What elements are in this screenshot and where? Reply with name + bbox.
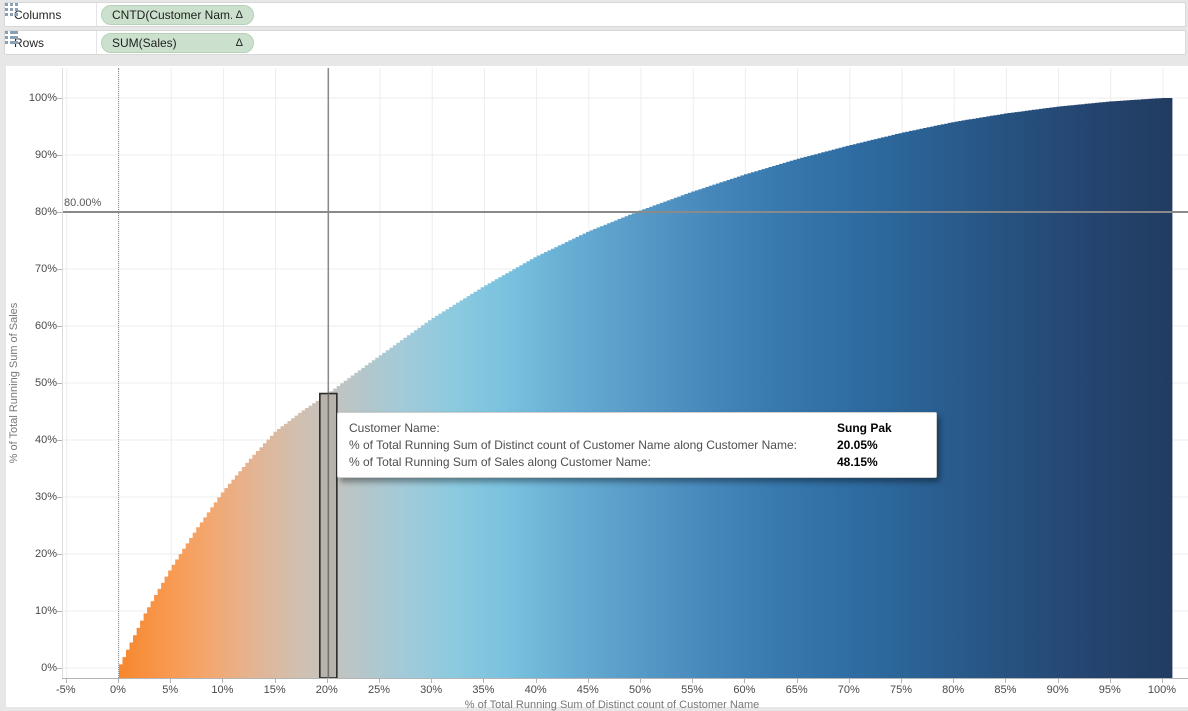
zero-dotted-line [118, 68, 119, 678]
x-axis-line [62, 678, 1188, 679]
y-tick-label: 90% [18, 149, 57, 161]
x-tick-label: 100% [1140, 684, 1184, 696]
pill-sum-sales[interactable]: SUM(Sales) Δ [101, 33, 254, 53]
y-tick-label: 10% [18, 605, 57, 617]
tooltip-label: % of Total Running Sum of Sales along Cu… [349, 454, 837, 471]
y-tick-label: 40% [18, 434, 57, 446]
tooltip-row: Customer Name:Sung Pak [349, 420, 928, 437]
x-tick-label: 95% [1088, 684, 1132, 696]
x-tick-label: 15% [253, 684, 297, 696]
x-tick-label: 70% [827, 684, 871, 696]
x-tick-label: 5% [148, 684, 192, 696]
reference-line-label[interactable]: 80.00% [64, 197, 101, 209]
columns-grid-icon [5, 3, 18, 16]
rows-shelf-label: Rows [5, 31, 97, 54]
y-tick-label: 80% [18, 206, 57, 218]
tooltip-label: Customer Name: [349, 420, 837, 437]
y-tick-label: 20% [18, 548, 57, 560]
x-tick-label: 20% [305, 684, 349, 696]
tooltip-row: % of Total Running Sum of Distinct count… [349, 437, 928, 454]
tooltip-value: 20.05% [837, 437, 928, 454]
y-tick-label: 100% [18, 92, 57, 104]
delta-icon: Δ [236, 9, 243, 21]
x-tick-label: 30% [409, 684, 453, 696]
pill-sum-sales-text: SUM(Sales) [112, 36, 232, 50]
pareto-area[interactable] [119, 98, 1172, 678]
columns-shelf[interactable]: Columns CNTD(Customer Nam.. Δ [4, 2, 1186, 27]
x-tick-label: 75% [879, 684, 923, 696]
pill-cntd-customer-name[interactable]: CNTD(Customer Nam.. Δ [101, 5, 254, 25]
tooltip-label: % of Total Running Sum of Distinct count… [349, 437, 837, 454]
y-tick-label: 50% [18, 377, 57, 389]
y-tick-label: 30% [18, 491, 57, 503]
tooltip: Customer Name:Sung Pak% of Total Running… [337, 412, 937, 478]
x-tick-label: 10% [200, 684, 244, 696]
x-tick-label: 60% [722, 684, 766, 696]
delta-icon: Δ [236, 37, 243, 49]
x-tick-label: 90% [1036, 684, 1080, 696]
x-tick-label: 0% [96, 684, 140, 696]
x-axis-title: % of Total Running Sum of Distinct count… [465, 699, 760, 711]
x-tick-label: 40% [514, 684, 558, 696]
tooltip-row: % of Total Running Sum of Sales along Cu… [349, 454, 928, 471]
x-tick-label: -5% [44, 684, 88, 696]
x-tick-label: 55% [670, 684, 714, 696]
y-tick-label: 60% [18, 320, 57, 332]
rows-list-icon [5, 31, 18, 44]
pill-cntd-customer-name-text: CNTD(Customer Nam.. [112, 8, 232, 22]
x-tick-label: 50% [618, 684, 662, 696]
rows-shelf-text: Rows [14, 36, 44, 50]
rows-shelf[interactable]: Rows SUM(Sales) Δ [4, 30, 1186, 55]
x-tick-label: 85% [983, 684, 1027, 696]
tooltip-value: 48.15% [837, 454, 928, 471]
x-tick-label: 80% [931, 684, 975, 696]
y-tick-label: 70% [18, 263, 57, 275]
columns-shelf-label: Columns [5, 3, 97, 26]
x-tick-label: 65% [775, 684, 819, 696]
plot-area[interactable] [62, 68, 1188, 678]
x-tick-label: 45% [566, 684, 610, 696]
x-tick-label: 25% [357, 684, 401, 696]
y-tick-label: 0% [18, 662, 57, 674]
x-tick-label: 35% [461, 684, 505, 696]
tooltip-value: Sung Pak [837, 420, 928, 437]
columns-shelf-text: Columns [14, 8, 61, 22]
